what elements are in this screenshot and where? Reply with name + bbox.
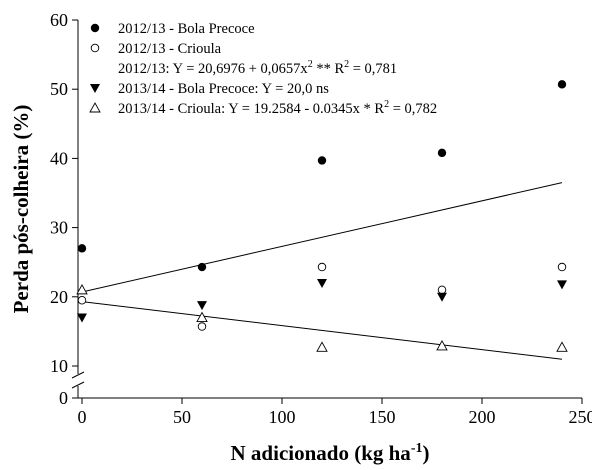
data-point-series-4	[196, 311, 208, 323]
x-tick-label: 200	[469, 407, 496, 427]
y-tick-label: 40	[50, 148, 68, 168]
axis-titles: N adicionado (kg ha-1) Perda pós-colheira…	[9, 105, 429, 465]
fit-line-1	[81, 182, 563, 293]
data-point-series-1	[557, 80, 567, 89]
data-point-series-2	[437, 285, 447, 295]
legend-label-4: 2013/14 - Crioula: Y = 19.2584 - 0.0345x…	[118, 99, 437, 117]
ticks: 0 50 100 150 200 250 0 10 20 30 40 50 60	[50, 10, 592, 427]
data-points	[76, 80, 568, 352]
data-point-series-2	[557, 262, 567, 272]
fit-line-2	[81, 301, 563, 360]
data-point-series-2	[197, 322, 207, 331]
data-point-series-3	[317, 278, 327, 288]
data-point-series-3	[437, 292, 447, 302]
data-point-series-2	[77, 296, 87, 305]
legend-marker-4	[89, 102, 101, 113]
legend-marker-1	[90, 23, 100, 33]
x-tick-label: 100	[269, 407, 296, 427]
data-point-series-3	[557, 280, 567, 290]
legend: 2012/13 - Bola Precoce 2012/13 - Crioula 2…	[89, 21, 437, 117]
x-axis-title: N adicionado (kg ha-1)	[231, 441, 430, 465]
data-point-series-3	[77, 313, 87, 323]
data-point-series-1	[77, 244, 87, 253]
legend-label-1: 2012/13 - Bola Precoce	[118, 21, 255, 37]
legend-marker-3	[90, 84, 100, 93]
axis-break-mark-1	[71, 371, 85, 379]
data-point-series-1	[317, 156, 327, 165]
y-tick-label: 10	[50, 356, 68, 376]
legend-marker-2	[90, 43, 100, 53]
y-axis-title: Perda pós-colheira (%)	[9, 105, 33, 314]
data-point-series-2	[317, 262, 327, 272]
x-tick-label: 50	[173, 407, 191, 427]
data-point-series-1	[437, 148, 447, 158]
axis-break-mark-2	[71, 381, 85, 389]
y-tick-label: 50	[50, 79, 68, 99]
legend-label-2: 2012/13 - Crioula	[118, 41, 222, 57]
y-tick-label: 30	[50, 218, 68, 238]
legend-label-3: 2013/14 - Bola Precoce: Y = 20,0 ns	[118, 81, 329, 97]
fit-lines	[81, 182, 563, 360]
y-tick-label: 60	[50, 10, 68, 30]
x-tick-label: 0	[78, 407, 87, 427]
legend-equation-2012-13: 2012/13: Y = 20,6976 + 0,0657x2 ** R2 = …	[118, 59, 397, 77]
data-point-series-3	[197, 301, 207, 311]
data-point-series-4	[436, 340, 448, 351]
y-tick-label: 0	[59, 388, 68, 408]
y-tick-label: 20	[50, 287, 68, 307]
data-point-series-4	[316, 341, 328, 352]
data-point-series-4	[556, 341, 568, 352]
x-tick-label: 150	[369, 407, 396, 427]
data-point-series-4	[76, 283, 88, 295]
data-point-series-1	[197, 262, 207, 272]
x-tick-label: 250	[569, 407, 592, 427]
